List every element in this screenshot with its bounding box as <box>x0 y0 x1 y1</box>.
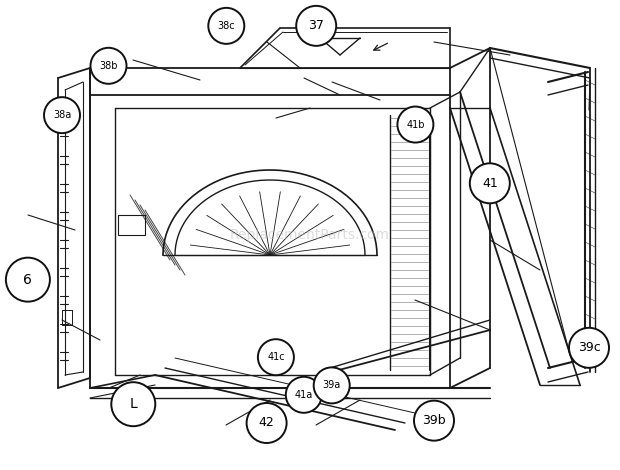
Text: 6: 6 <box>24 273 32 287</box>
Text: L: L <box>130 397 137 411</box>
Text: 38b: 38b <box>99 61 118 71</box>
Circle shape <box>314 368 350 403</box>
Circle shape <box>414 400 454 441</box>
Text: 38c: 38c <box>218 21 235 31</box>
Circle shape <box>296 6 336 46</box>
Circle shape <box>258 339 294 375</box>
Circle shape <box>112 382 155 426</box>
Text: 41a: 41a <box>294 390 313 400</box>
Circle shape <box>397 107 433 142</box>
Circle shape <box>91 48 126 84</box>
Text: ReplacementParts.com: ReplacementParts.com <box>230 228 390 242</box>
Text: 42: 42 <box>259 416 275 430</box>
Text: 41: 41 <box>482 177 498 190</box>
Circle shape <box>208 8 244 44</box>
Text: 37: 37 <box>308 19 324 32</box>
Circle shape <box>569 328 609 368</box>
Text: 39a: 39a <box>322 380 341 391</box>
Circle shape <box>6 258 50 302</box>
Circle shape <box>470 163 510 204</box>
Text: 38a: 38a <box>53 110 71 120</box>
Circle shape <box>247 403 286 443</box>
Text: 41b: 41b <box>406 119 425 130</box>
Text: 39c: 39c <box>578 341 600 354</box>
Text: 39b: 39b <box>422 414 446 427</box>
Circle shape <box>44 97 80 133</box>
Circle shape <box>286 377 322 413</box>
Text: 41c: 41c <box>267 352 285 362</box>
